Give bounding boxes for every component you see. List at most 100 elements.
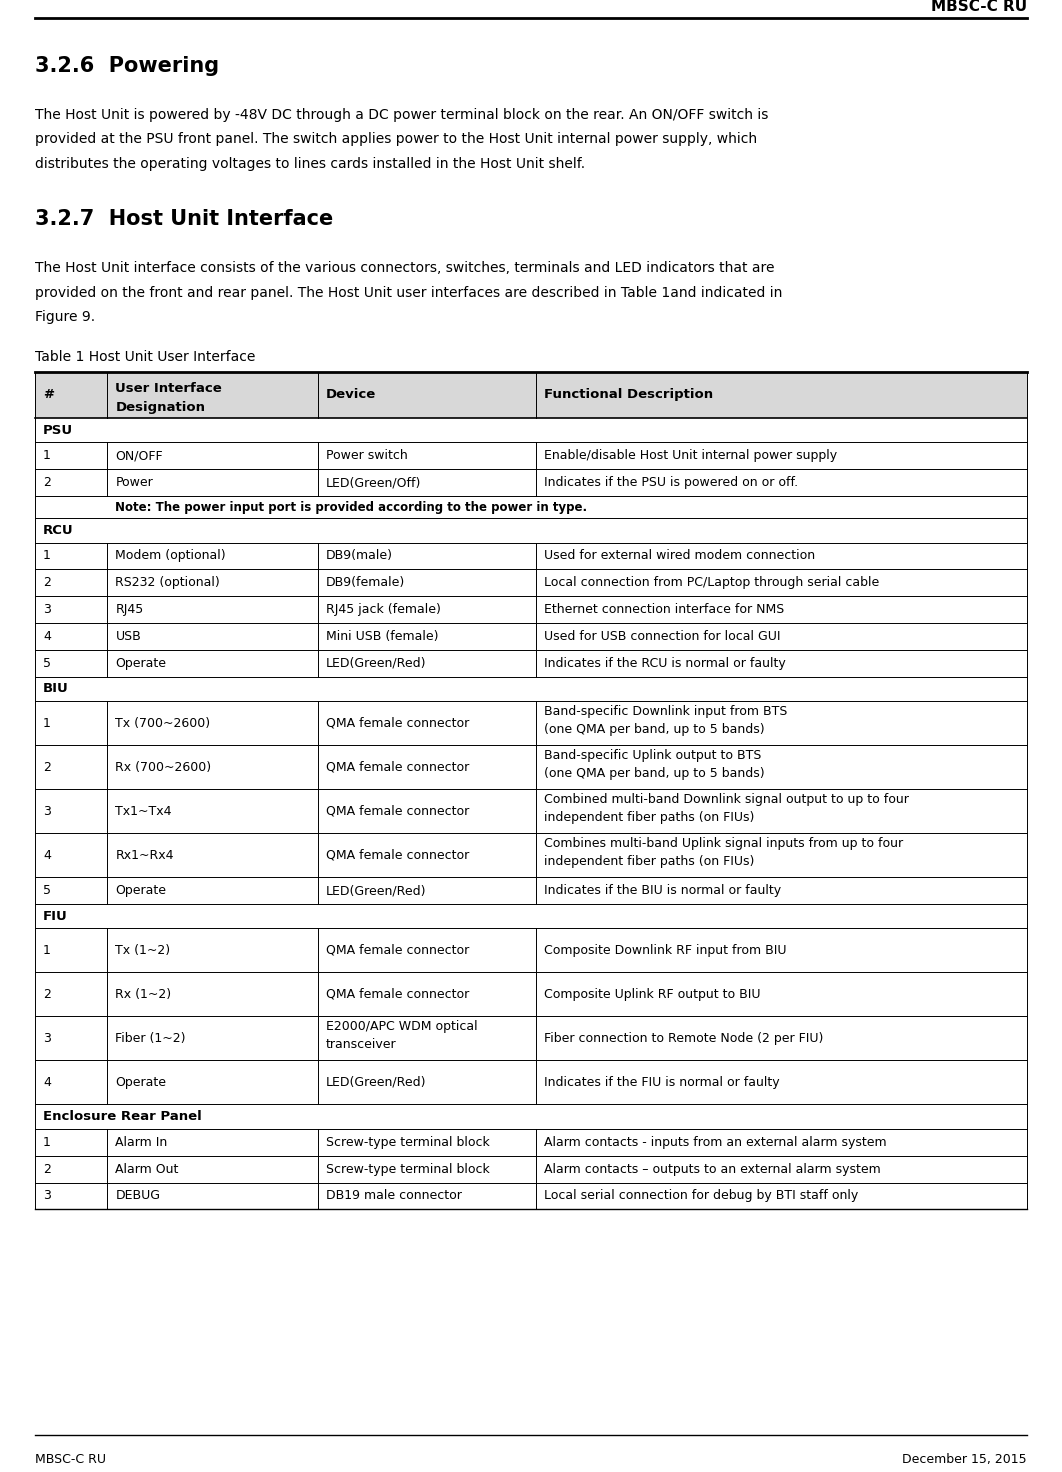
Text: Indicates if the RCU is normal or faulty: Indicates if the RCU is normal or faulty: [544, 657, 786, 670]
Text: RJ45 jack (female): RJ45 jack (female): [326, 604, 441, 617]
Text: QMA female connector: QMA female connector: [326, 717, 469, 730]
Text: Enclosure Rear Panel: Enclosure Rear Panel: [42, 1110, 202, 1123]
Text: QMA female connector: QMA female connector: [326, 848, 469, 861]
Text: Used for USB connection for local GUI: Used for USB connection for local GUI: [544, 630, 781, 643]
Text: 4: 4: [42, 1076, 51, 1089]
Text: Power: Power: [116, 477, 153, 489]
Text: 3: 3: [42, 805, 51, 817]
Text: 3: 3: [42, 1189, 51, 1203]
Text: RJ45: RJ45: [116, 604, 143, 617]
Text: (one QMA per band, up to 5 bands): (one QMA per band, up to 5 bands): [544, 723, 765, 736]
Text: Band-specific Uplink output to BTS: Band-specific Uplink output to BTS: [544, 749, 761, 762]
Text: BIU: BIU: [42, 683, 69, 695]
Text: Local connection from PC/Laptop through serial cable: Local connection from PC/Laptop through …: [544, 577, 879, 589]
Text: Tx (1~2): Tx (1~2): [116, 944, 171, 957]
Text: Mini USB (female): Mini USB (female): [326, 630, 439, 643]
Text: independent fiber paths (on FIUs): independent fiber paths (on FIUs): [544, 855, 754, 867]
Text: Device: Device: [326, 389, 376, 402]
Text: Enable/disable Host Unit internal power supply: Enable/disable Host Unit internal power …: [544, 449, 837, 462]
Text: Figure 9.: Figure 9.: [35, 311, 96, 324]
Text: 2: 2: [42, 477, 51, 489]
Text: ON/OFF: ON/OFF: [116, 449, 164, 462]
Text: 3: 3: [42, 1032, 51, 1045]
Text: Operate: Operate: [116, 885, 167, 896]
Text: FIU: FIU: [42, 910, 68, 923]
Text: MBSC-C RU: MBSC-C RU: [35, 1453, 106, 1466]
Text: Alarm In: Alarm In: [116, 1136, 168, 1148]
Text: Modem (optional): Modem (optional): [116, 549, 226, 562]
Text: Indicates if the FIU is normal or faulty: Indicates if the FIU is normal or faulty: [544, 1076, 780, 1089]
Text: #: #: [42, 389, 54, 402]
Text: Local serial connection for debug by BTI staff only: Local serial connection for debug by BTI…: [544, 1189, 858, 1203]
Text: December 15, 2015: December 15, 2015: [903, 1453, 1027, 1466]
Text: LED(Green/Red): LED(Green/Red): [326, 885, 426, 896]
Text: distributes the operating voltages to lines cards installed in the Host Unit she: distributes the operating voltages to li…: [35, 158, 585, 171]
Text: Alarm contacts - inputs from an external alarm system: Alarm contacts - inputs from an external…: [544, 1136, 887, 1148]
Text: 2: 2: [42, 988, 51, 1001]
Text: independent fiber paths (on FIUs): independent fiber paths (on FIUs): [544, 811, 754, 824]
Text: 2: 2: [42, 1163, 51, 1176]
Text: Ethernet connection interface for NMS: Ethernet connection interface for NMS: [544, 604, 784, 617]
Text: Screw-type terminal block: Screw-type terminal block: [326, 1136, 490, 1148]
Text: RS232 (optional): RS232 (optional): [116, 577, 220, 589]
Text: QMA female connector: QMA female connector: [326, 944, 469, 957]
Text: Rx (1~2): Rx (1~2): [116, 988, 172, 1001]
Text: LED(Green/Red): LED(Green/Red): [326, 657, 426, 670]
Text: QMA female connector: QMA female connector: [326, 988, 469, 1001]
Text: Fiber (1~2): Fiber (1~2): [116, 1032, 186, 1045]
Text: (one QMA per band, up to 5 bands): (one QMA per band, up to 5 bands): [544, 767, 765, 780]
Text: 4: 4: [42, 848, 51, 861]
Text: E2000/APC WDM optical: E2000/APC WDM optical: [326, 1020, 477, 1033]
Text: USB: USB: [116, 630, 141, 643]
Text: 1: 1: [42, 1136, 51, 1148]
Text: Screw-type terminal block: Screw-type terminal block: [326, 1163, 490, 1176]
Text: The Host Unit is powered by -48V DC through a DC power terminal block on the rea: The Host Unit is powered by -48V DC thro…: [35, 107, 769, 122]
Text: Band-specific Downlink input from BTS: Band-specific Downlink input from BTS: [544, 705, 787, 718]
Text: QMA female connector: QMA female connector: [326, 805, 469, 817]
Text: 3.2.6  Powering: 3.2.6 Powering: [35, 56, 219, 77]
Text: RCU: RCU: [42, 524, 73, 537]
Text: 1: 1: [42, 549, 51, 562]
Text: MBSC-C RU: MBSC-C RU: [931, 0, 1027, 15]
Text: 2: 2: [42, 761, 51, 774]
Text: Indicates if the BIU is normal or faulty: Indicates if the BIU is normal or faulty: [544, 885, 781, 896]
Text: provided on the front and rear panel. The Host Unit user interfaces are describe: provided on the front and rear panel. Th…: [35, 286, 783, 300]
Text: 1: 1: [42, 944, 51, 957]
Text: Composite Uplink RF output to BIU: Composite Uplink RF output to BIU: [544, 988, 760, 1001]
Text: 5: 5: [42, 657, 51, 670]
Text: Composite Downlink RF input from BIU: Composite Downlink RF input from BIU: [544, 944, 787, 957]
Text: 2: 2: [42, 577, 51, 589]
Text: 1: 1: [42, 717, 51, 730]
Text: User Interface: User Interface: [116, 383, 222, 394]
Text: Tx (700~2600): Tx (700~2600): [116, 717, 210, 730]
Text: LED(Green/Red): LED(Green/Red): [326, 1076, 426, 1089]
Text: Fiber connection to Remote Node (2 per FIU): Fiber connection to Remote Node (2 per F…: [544, 1032, 823, 1045]
Text: The Host Unit interface consists of the various connectors, switches, terminals : The Host Unit interface consists of the …: [35, 262, 774, 275]
Text: Rx (700~2600): Rx (700~2600): [116, 761, 211, 774]
Text: Note: The power input port is provided according to the power in type.: Note: The power input port is provided a…: [116, 500, 587, 514]
Text: Functional Description: Functional Description: [544, 389, 713, 402]
Bar: [35, 372, 1027, 418]
Text: 4: 4: [42, 630, 51, 643]
Text: Used for external wired modem connection: Used for external wired modem connection: [544, 549, 816, 562]
Text: transceiver: transceiver: [326, 1038, 396, 1051]
Text: LED(Green/Off): LED(Green/Off): [326, 477, 422, 489]
Text: Indicates if the PSU is powered on or off.: Indicates if the PSU is powered on or of…: [544, 477, 798, 489]
Text: 5: 5: [42, 885, 51, 896]
Text: PSU: PSU: [42, 424, 73, 437]
Text: 3.2.7  Host Unit Interface: 3.2.7 Host Unit Interface: [35, 209, 333, 230]
Text: 3: 3: [42, 604, 51, 617]
Text: Combines multi-band Uplink signal inputs from up to four: Combines multi-band Uplink signal inputs…: [544, 838, 903, 851]
Text: Operate: Operate: [116, 1076, 167, 1089]
Text: 1: 1: [42, 449, 51, 462]
Text: Alarm Out: Alarm Out: [116, 1163, 178, 1176]
Text: DB19 male connector: DB19 male connector: [326, 1189, 462, 1203]
Text: Combined multi-band Downlink signal output to up to four: Combined multi-band Downlink signal outp…: [544, 793, 909, 807]
Text: provided at the PSU front panel. The switch applies power to the Host Unit inter: provided at the PSU front panel. The swi…: [35, 132, 757, 147]
Text: DB9(male): DB9(male): [326, 549, 393, 562]
Text: QMA female connector: QMA female connector: [326, 761, 469, 774]
Text: Operate: Operate: [116, 657, 167, 670]
Text: DB9(female): DB9(female): [326, 577, 405, 589]
Text: Table 1 Host Unit User Interface: Table 1 Host Unit User Interface: [35, 350, 255, 364]
Text: Tx1~Tx4: Tx1~Tx4: [116, 805, 172, 817]
